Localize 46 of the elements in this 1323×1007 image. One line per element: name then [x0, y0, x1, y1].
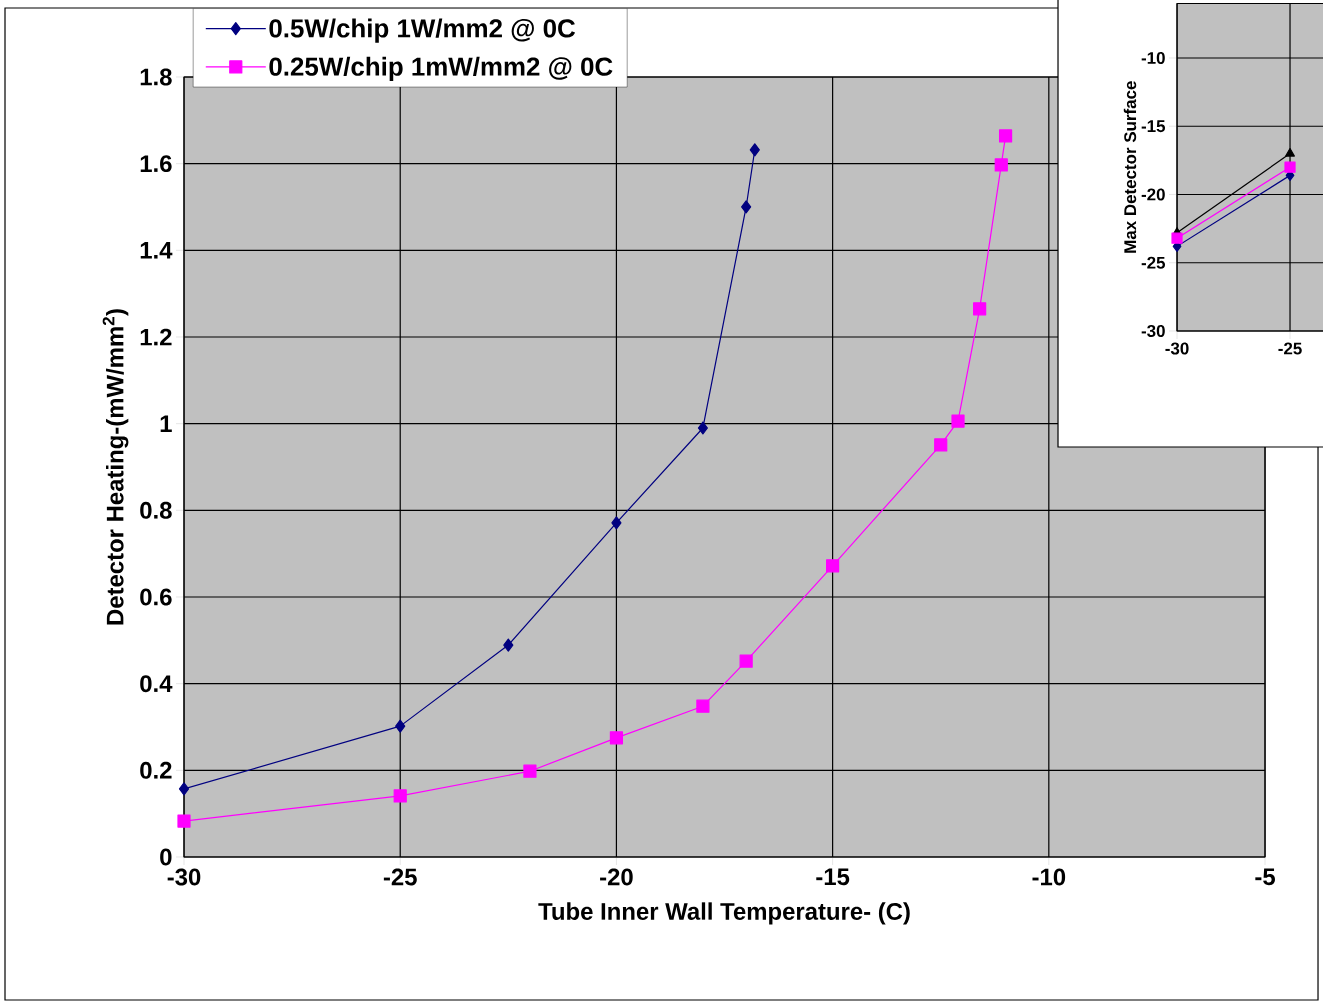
point: [503, 638, 514, 652]
x-tick-label: -15: [816, 868, 850, 886]
y-tick-label: 1.8: [140, 68, 172, 86]
y-tick-label: 0: [160, 848, 172, 866]
point: [998, 129, 1013, 143]
point: [609, 731, 624, 745]
y-axis-title: Max Detector Surface: [1123, 81, 1137, 253]
point: [973, 302, 987, 316]
y-tick-label: 1.4: [140, 242, 173, 259]
y-tick-label: 0.2: [140, 761, 172, 779]
y-tick-label: 1.6: [140, 155, 172, 173]
y-tick-label: -30: [1141, 324, 1165, 337]
x-axis-title: Tube Inner Wall Temperature- (C): [538, 902, 910, 925]
point: [177, 814, 191, 828]
point: [696, 699, 710, 713]
legend-label: 0.5W/chip 1W/mm2 @ 0C: [269, 18, 576, 43]
x-tick-label: -25: [383, 868, 417, 886]
y-tick-label: -10: [1141, 51, 1165, 64]
point: [1171, 232, 1183, 244]
y-tick-label: 0.6: [140, 588, 172, 606]
y-tick-label: 0.4: [140, 675, 173, 693]
point: [994, 158, 1008, 172]
point: [739, 654, 753, 668]
y-tick-label: -15: [1141, 120, 1166, 133]
y-tick-label: -25: [1141, 256, 1166, 269]
y-tick-label: 1: [160, 415, 172, 432]
point: [523, 764, 537, 778]
point: [697, 421, 708, 435]
point: [611, 516, 622, 530]
x-tick-label: -5: [1255, 868, 1275, 886]
y-tick-label: 0.8: [140, 501, 172, 519]
point: [826, 559, 840, 573]
point: [393, 789, 407, 803]
point: [178, 782, 190, 796]
point: [749, 143, 760, 157]
x-tick-label: -20: [600, 868, 633, 886]
point: [395, 719, 406, 733]
legend-label: 0.25W/chip 1mW/mm2 @ 0C: [269, 56, 613, 81]
point: [741, 200, 752, 214]
y-tick-label: -20: [1141, 188, 1165, 201]
x-tick-label: -10: [1032, 868, 1066, 886]
point: [951, 414, 965, 428]
point: [934, 438, 948, 452]
y-axis-title: Detector Heating-(mW/mm$^{2}$): [102, 309, 129, 625]
point: [1284, 161, 1296, 173]
y-tick-label: 1.2: [140, 328, 172, 346]
